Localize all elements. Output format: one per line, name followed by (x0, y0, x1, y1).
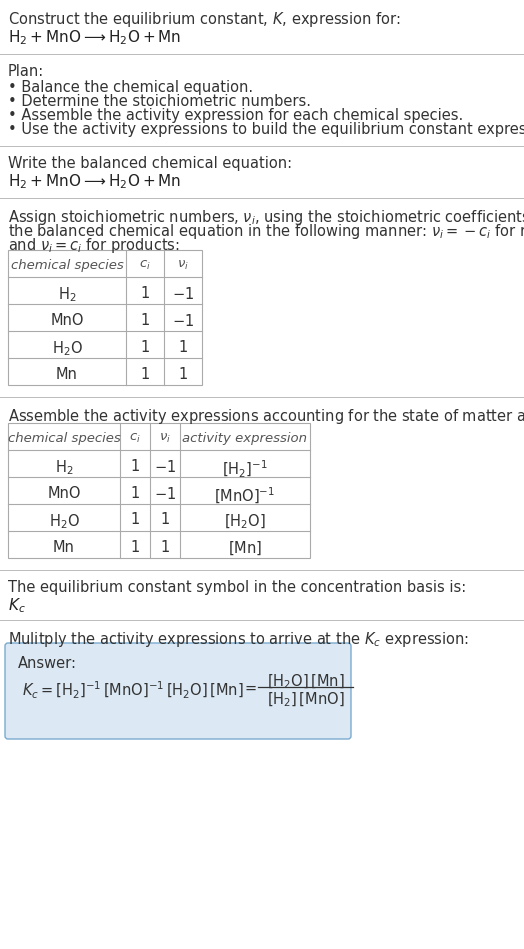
Text: $[\mathrm{MnO}]^{-1}$: $[\mathrm{MnO}]^{-1}$ (214, 486, 276, 506)
Text: Construct the equilibrium constant, $K$, expression for:: Construct the equilibrium constant, $K$,… (8, 10, 401, 29)
FancyBboxPatch shape (5, 643, 351, 739)
Text: $\mathrm{H_2}$: $\mathrm{H_2}$ (58, 286, 77, 305)
Text: $[\mathrm{H_2}]\,[\mathrm{MnO}]$: $[\mathrm{H_2}]\,[\mathrm{MnO}]$ (267, 691, 344, 710)
Text: $c_i$: $c_i$ (129, 432, 141, 444)
Text: activity expression: activity expression (182, 432, 308, 444)
Text: $\nu_i$: $\nu_i$ (159, 432, 171, 444)
Text: MnO: MnO (47, 486, 81, 500)
Text: $\mathrm{H_2 + MnO \longrightarrow H_2O + Mn}$: $\mathrm{H_2 + MnO \longrightarrow H_2O … (8, 28, 181, 47)
Text: • Assemble the activity expression for each chemical species.: • Assemble the activity expression for e… (8, 108, 463, 123)
Text: 1: 1 (178, 340, 188, 355)
Bar (8, 250, 202, 385)
Text: Answer:: Answer: (18, 656, 77, 671)
Text: $-1$: $-1$ (154, 486, 176, 501)
Text: MnO: MnO (50, 312, 84, 327)
Text: $[\mathrm{Mn}]$: $[\mathrm{Mn}]$ (228, 539, 262, 557)
Text: $-1$: $-1$ (154, 458, 176, 474)
Text: chemical species: chemical species (8, 432, 121, 444)
Text: • Use the activity expressions to build the equilibrium constant expression.: • Use the activity expressions to build … (8, 122, 524, 137)
Text: 1: 1 (130, 458, 139, 474)
Text: the balanced chemical equation in the following manner: $\nu_i = -c_i$ for react: the balanced chemical equation in the fo… (8, 222, 524, 241)
Text: Mn: Mn (53, 539, 75, 554)
Text: $K_c = [\mathrm{H_2}]^{-1}\,[\mathrm{MnO}]^{-1}\,[\mathrm{H_2O}]\,[\mathrm{Mn}]$: $K_c = [\mathrm{H_2}]^{-1}\,[\mathrm{MnO… (22, 680, 244, 701)
Text: and $\nu_i = c_i$ for products:: and $\nu_i = c_i$ for products: (8, 236, 180, 255)
Text: $[\mathrm{H_2}]^{-1}$: $[\mathrm{H_2}]^{-1}$ (222, 458, 268, 479)
Text: $c_i$: $c_i$ (139, 258, 151, 271)
Text: 1: 1 (130, 539, 139, 554)
Text: The equilibrium constant symbol in the concentration basis is:: The equilibrium constant symbol in the c… (8, 580, 466, 595)
Text: 1: 1 (140, 286, 150, 301)
Text: 1: 1 (178, 366, 188, 381)
Text: $K_c$: $K_c$ (8, 596, 26, 615)
Text: $\mathrm{H_2 + MnO \longrightarrow H_2O + Mn}$: $\mathrm{H_2 + MnO \longrightarrow H_2O … (8, 172, 181, 191)
Text: 1: 1 (130, 486, 139, 500)
Text: 1: 1 (130, 512, 139, 528)
Text: 1: 1 (160, 512, 170, 528)
Bar (8, 423, 310, 558)
Text: • Balance the chemical equation.: • Balance the chemical equation. (8, 80, 253, 95)
Text: $\mathrm{H_2}$: $\mathrm{H_2}$ (54, 458, 73, 477)
Text: Assemble the activity expressions accounting for the state of matter and $\nu_i$: Assemble the activity expressions accoun… (8, 407, 524, 426)
Text: 1: 1 (140, 312, 150, 327)
Text: Plan:: Plan: (8, 64, 44, 79)
Text: $-1$: $-1$ (172, 286, 194, 302)
Text: Write the balanced chemical equation:: Write the balanced chemical equation: (8, 156, 292, 171)
Text: $[\mathrm{H_2O}]$: $[\mathrm{H_2O}]$ (224, 512, 266, 530)
Text: $[\mathrm{H_2O}]\,[\mathrm{Mn}]$: $[\mathrm{H_2O}]\,[\mathrm{Mn}]$ (267, 673, 344, 692)
Text: $\mathrm{H_2O}$: $\mathrm{H_2O}$ (51, 340, 82, 358)
Text: $\nu_i$: $\nu_i$ (177, 258, 189, 271)
Text: Assign stoichiometric numbers, $\nu_i$, using the stoichiometric coefficients, $: Assign stoichiometric numbers, $\nu_i$, … (8, 208, 524, 227)
Text: $-1$: $-1$ (172, 312, 194, 328)
Text: $=$: $=$ (242, 680, 257, 695)
Text: 1: 1 (140, 366, 150, 381)
Text: 1: 1 (160, 539, 170, 554)
Text: 1: 1 (140, 340, 150, 355)
Text: Mulitply the activity expressions to arrive at the $K_c$ expression:: Mulitply the activity expressions to arr… (8, 630, 469, 649)
Text: chemical species: chemical species (10, 258, 123, 271)
Text: $\mathrm{H_2O}$: $\mathrm{H_2O}$ (49, 512, 80, 531)
Text: Mn: Mn (56, 366, 78, 381)
Text: • Determine the stoichiometric numbers.: • Determine the stoichiometric numbers. (8, 94, 311, 109)
